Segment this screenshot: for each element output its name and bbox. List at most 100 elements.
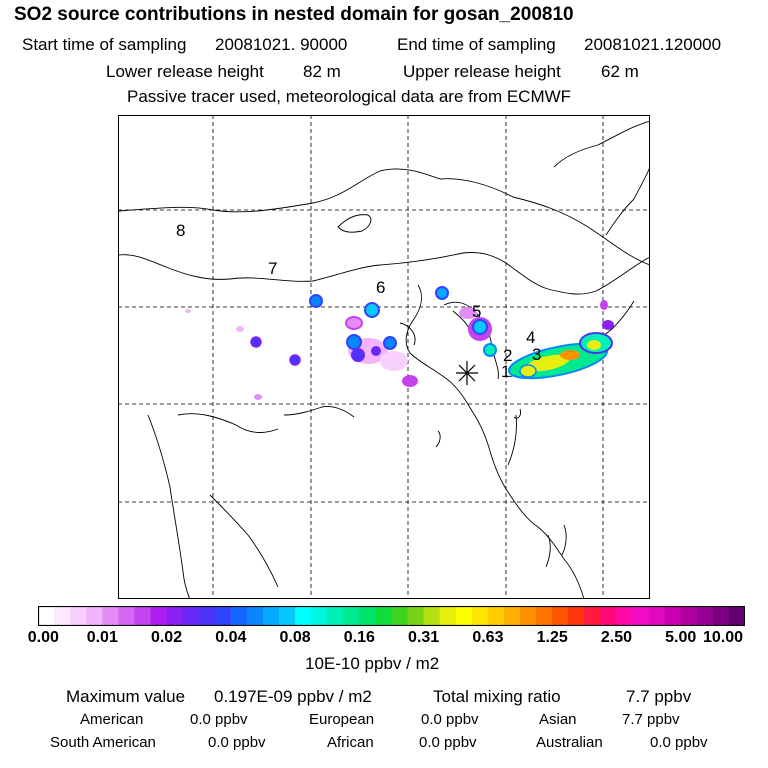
region-label: 8: [176, 221, 185, 240]
plume-blob: [351, 348, 365, 362]
colorbar-cell: [728, 606, 745, 626]
plume-blob: [185, 309, 191, 313]
colorbar-cell: [536, 606, 553, 626]
colorbar-cell: [568, 606, 585, 626]
plume-blob: [254, 394, 262, 400]
region-name-south-american: South American: [50, 734, 156, 751]
plume-blob: [602, 320, 614, 330]
colorbar-tick-label: 0.01: [86, 629, 118, 646]
region-name-european: European: [309, 711, 375, 728]
colorbar-cell: [230, 606, 248, 626]
plume-blob: [380, 351, 408, 371]
colorbar-cell: [311, 606, 328, 626]
colorbar-cell: [214, 606, 232, 626]
plume-blob: [587, 340, 601, 350]
lower-height-value: 82 m: [303, 62, 341, 81]
max-value: 0.197E-09 ppbv / m2: [214, 687, 372, 706]
colorbar-cell: [262, 606, 280, 626]
colorbar-frame: [38, 606, 745, 626]
colorbar-tick-label: 0.31: [408, 629, 440, 646]
colorbar-cell: [150, 606, 167, 626]
region-value-asian: 7.7 ppbv: [622, 711, 680, 728]
colorbar-cell: [246, 606, 264, 626]
colorbar-tick-label: 1.25: [536, 629, 568, 646]
colorbar-cell: [70, 606, 87, 626]
colorbar: [38, 606, 745, 626]
region-labels: 1 2 3 4 5 6 7 8: [176, 221, 541, 381]
plume-blob: [289, 354, 301, 366]
plume-blob: [345, 316, 363, 330]
concentration-field: [185, 286, 614, 400]
plume-blob: [250, 336, 262, 348]
colorbar-cell: [584, 606, 601, 626]
colorbar-cell: [54, 606, 71, 626]
region-label: 5: [472, 302, 481, 321]
colorbar-cell: [295, 606, 312, 626]
colorbar-tick-label: 0.08: [279, 629, 311, 646]
colorbar-cell: [134, 606, 151, 626]
tracer-note: Passive tracer used, meteorological data…: [127, 87, 572, 106]
plume-blob: [483, 343, 497, 357]
region-name-australian: Australian: [536, 734, 603, 751]
colorbar-cell: [343, 606, 360, 626]
colorbar-cell: [632, 606, 649, 626]
colorbar-cell: [616, 606, 633, 626]
region-label: 4: [526, 328, 535, 347]
plume-blob: [236, 326, 244, 332]
colorbar-units: 10E-10 ppbv / m2: [305, 654, 440, 673]
plume-blob: [371, 346, 381, 356]
colorbar-tick-label: 2.50: [600, 629, 633, 646]
colorbar-cell: [680, 606, 698, 626]
plume-blob: [459, 307, 477, 319]
end-time-label: End time of sampling: [397, 35, 556, 54]
colorbar-cell: [552, 606, 569, 626]
lower-height-label: Lower release height: [106, 62, 264, 81]
end-time-value: 20081021.120000: [584, 35, 722, 54]
receptor-marker-asterisk: [456, 361, 478, 385]
colorbar-cell: [375, 606, 392, 626]
region-name-african: African: [327, 734, 374, 751]
start-time-label: Start time of sampling: [22, 35, 187, 54]
colorbar-cell: [182, 606, 200, 626]
colorbar-cell: [102, 606, 119, 626]
plume-blob: [526, 354, 570, 372]
plume-blob: [402, 375, 418, 387]
region-value-european: 0.0 ppbv: [421, 711, 479, 728]
max-value-label: Maximum value: [66, 687, 186, 706]
colorbar-cell: [198, 606, 216, 626]
colorbar-cell: [487, 606, 505, 626]
colorbar-tick-label: 0.63: [472, 629, 504, 646]
plume-blob: [346, 334, 362, 350]
region-value-american: 0.0 ppbv: [190, 711, 248, 728]
colorbar-cell: [359, 606, 376, 626]
colorbar-cell: [86, 606, 103, 626]
colorbar-tick-label: 5.00: [665, 629, 697, 646]
chart-title: SO2 source contributions in nested domai…: [14, 4, 574, 25]
plume-blob: [600, 300, 608, 310]
plume-blob: [364, 302, 380, 318]
region-name-asian: Asian: [539, 711, 577, 728]
colorbar-cell: [471, 606, 489, 626]
colorbar-cell: [520, 606, 537, 626]
plume-blob: [560, 350, 580, 360]
region-label: 3: [532, 345, 541, 364]
colorbar-cell: [439, 606, 457, 626]
total-mixing-label: Total mixing ratio: [433, 687, 561, 706]
region-value-south-american: 0.0 ppbv: [208, 734, 266, 751]
colorbar-cell: [664, 606, 682, 626]
graticule: [118, 115, 650, 599]
colorbar-cell: [696, 606, 714, 626]
plume-blob: [472, 319, 488, 335]
plume-blob: [435, 286, 449, 300]
colorbar-cell: [648, 606, 666, 626]
region-label: 1: [501, 362, 510, 381]
plume-blob: [383, 336, 397, 350]
colorbar-cell: [407, 606, 425, 626]
region-label: 6: [376, 278, 385, 297]
map-panel: 1 2 3 4 5 6 7 8: [118, 115, 650, 599]
colorbar-cell: [503, 606, 521, 626]
upper-height-label: Upper release height: [403, 62, 561, 81]
colorbar-cell: [118, 606, 135, 626]
colorbar-cell: [455, 606, 473, 626]
plume-blob: [309, 294, 323, 308]
